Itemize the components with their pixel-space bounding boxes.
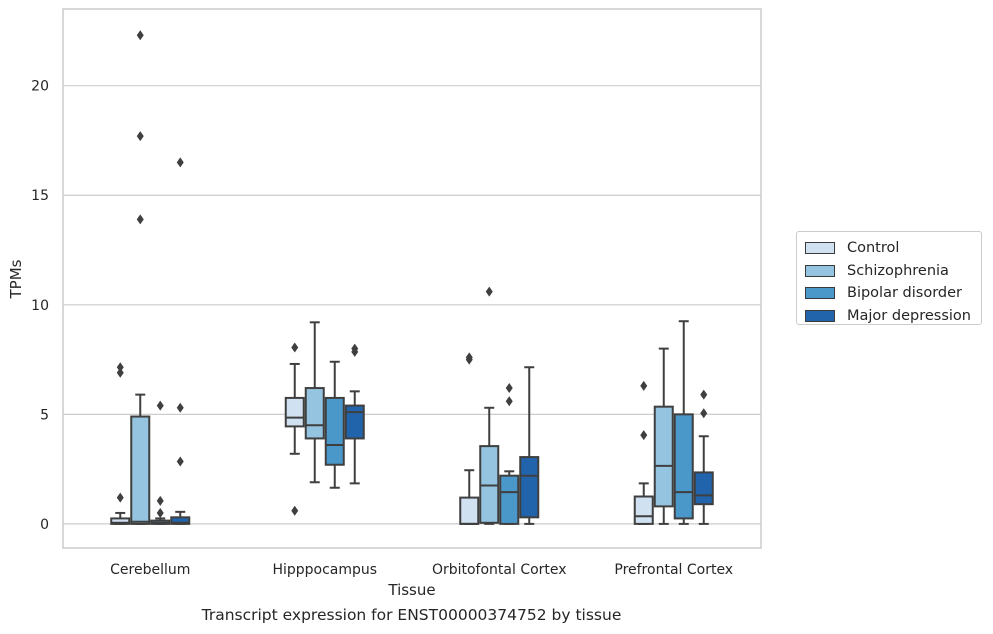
box-iqr: [170, 516, 191, 525]
outlier-point: [640, 430, 648, 441]
outlier-point: [505, 396, 513, 407]
outlier-point: [116, 362, 124, 373]
box-iqr: [110, 517, 131, 525]
legend-label: Major depression: [847, 307, 971, 324]
box-iqr: [344, 404, 365, 440]
box-iqr: [479, 445, 500, 524]
box-iqr: [673, 413, 694, 520]
legend-label: Bipolar disorder: [847, 285, 962, 302]
box-orbitofontal-cortex: [459, 352, 480, 525]
x-axis-label: Tissue: [387, 581, 435, 599]
legend-item: Control: [805, 237, 981, 260]
outlier-point: [176, 402, 184, 413]
box-hipppocampus: [324, 360, 345, 489]
outlier-point: [700, 408, 708, 419]
outlier-point: [465, 352, 473, 363]
y-tick-label: 10: [31, 298, 49, 314]
legend-swatch: [805, 287, 835, 300]
outlier-point: [136, 214, 144, 225]
box-iqr: [653, 405, 674, 508]
legend-swatch: [805, 264, 835, 277]
y-tick-label: 15: [31, 188, 49, 204]
outlier-point: [176, 157, 184, 168]
boxes: [110, 30, 714, 525]
outlier-point: [640, 380, 648, 391]
x-tick-label: Hipppocampus: [272, 562, 377, 578]
box-cerebellum: [130, 30, 151, 525]
box-iqr: [519, 456, 540, 519]
box-iqr: [284, 396, 305, 428]
box-iqr: [693, 471, 714, 506]
x-tick-label: Prefrontal Cortex: [614, 562, 733, 578]
box-hipppocampus: [344, 343, 365, 485]
y-tick-labels: 0 5 10 15 20: [31, 79, 49, 533]
box-iqr: [459, 496, 480, 525]
box-orbitofontal-cortex: [499, 383, 520, 525]
outlier-point: [291, 505, 299, 516]
figure-caption: Transcript expression for ENST0000037475…: [201, 606, 622, 624]
legend-item: Schizophrenia: [805, 260, 981, 283]
box-iqr: [130, 415, 151, 525]
box-prefrontal-cortex: [633, 380, 654, 525]
legend-item: Major depression: [805, 305, 981, 328]
outlier-point: [505, 383, 513, 394]
outlier-point: [176, 456, 184, 467]
box-iqr: [499, 474, 520, 525]
box-prefrontal-cortex: [673, 320, 694, 525]
outlier-point: [136, 131, 144, 142]
outlier-point: [116, 367, 124, 378]
box-iqr: [304, 387, 325, 440]
legend-swatch: [805, 309, 835, 322]
box-prefrontal-cortex: [653, 347, 674, 525]
legend-label: Schizophrenia: [847, 262, 949, 279]
outlier-point: [156, 507, 164, 518]
plot-frame: [62, 8, 762, 549]
box-cerebellum: [110, 362, 131, 525]
box-hipppocampus: [284, 342, 305, 516]
outlier-point: [116, 492, 124, 503]
outlier-point: [351, 343, 359, 354]
y-tick-label: 0: [40, 517, 49, 533]
outlier-point: [700, 389, 708, 400]
box-orbitofontal-cortex: [519, 366, 540, 525]
legend: Control Schizophrenia Bipolar disorder M…: [796, 231, 982, 325]
box-cerebellum: [150, 400, 171, 525]
box-hipppocampus: [304, 321, 325, 484]
outlier-point: [485, 286, 493, 297]
outlier-point: [156, 495, 164, 506]
x-tick-labels: Cerebellum Hipppocampus Orbitofontal Corte…: [110, 562, 733, 578]
y-axis-label: TPMs: [7, 259, 25, 299]
x-tick-label: Cerebellum: [110, 562, 190, 578]
x-tick-label: Orbitofontal Cortex: [432, 562, 567, 578]
box-iqr: [633, 495, 654, 525]
box-prefrontal-cortex: [693, 389, 714, 525]
outlier-point: [136, 30, 144, 41]
box-cerebellum: [170, 157, 191, 525]
box-orbitofontal-cortex: [479, 286, 500, 525]
y-tick-label: 20: [31, 79, 49, 95]
outlier-point: [291, 342, 299, 353]
outlier-point: [156, 400, 164, 411]
legend-item: Bipolar disorder: [805, 282, 981, 305]
legend-label: Control: [847, 240, 900, 257]
y-tick-label: 5: [40, 407, 49, 423]
box-iqr: [324, 396, 345, 466]
legend-swatch: [805, 242, 835, 255]
